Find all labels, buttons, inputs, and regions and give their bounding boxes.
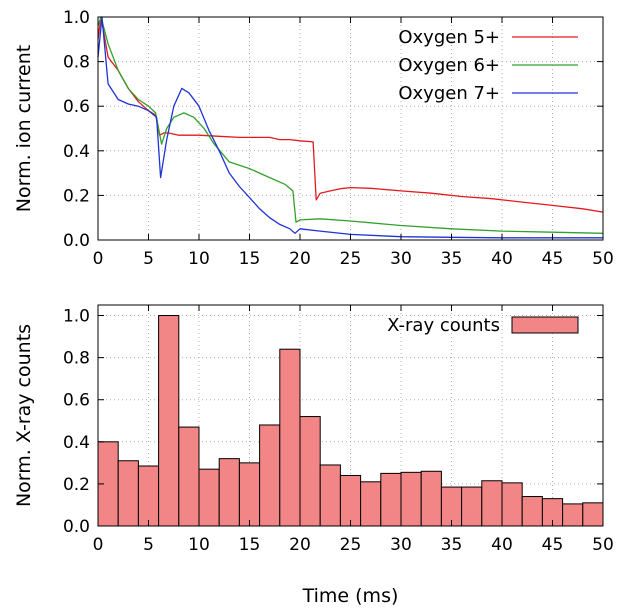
- ion-current-ticks: 0 5 10 15 20 25 30 35 40 45 50 0.0 0.2 0.4 0.6 0.8 1.0: [63, 8, 614, 269]
- ion-current-legend: Oxygen 5+ Oxygen 6+ Oxygen 7+: [398, 27, 578, 104]
- xray-bar: [380, 472, 402, 527]
- xray-bar: [238, 462, 261, 527]
- xray-bar: [582, 502, 604, 527]
- xray-bar: [339, 474, 362, 527]
- xray-x-tick-label: 5: [143, 535, 154, 555]
- xray-bar: [158, 315, 180, 527]
- ion-current-x-tick-label: 15: [239, 249, 261, 269]
- xray-x-tick-label: 20: [289, 535, 311, 555]
- ion-current-x-tick-label: 40: [491, 249, 513, 269]
- ion-current-x-tick-label: 5: [143, 249, 154, 269]
- ion-current-y-tick-label: 0.0: [63, 231, 90, 251]
- xray-bar: [481, 480, 503, 527]
- ion-current-x-tick-label: 0: [93, 249, 104, 269]
- xray-bar: [279, 348, 301, 527]
- ion-current-y-tick-label: 1.0: [63, 8, 90, 28]
- series-line-oxygen-7-: [97, 16, 603, 239]
- xray-bar: [198, 468, 220, 527]
- ion-current-gridlines: [98, 17, 603, 240]
- xray-y-tick-label: 0.8: [63, 349, 90, 369]
- xray-x-tick-label: 40: [491, 535, 513, 555]
- ion-current-x-tick-label: 20: [289, 249, 311, 269]
- xray-x-tick-label: 10: [188, 535, 210, 555]
- legend-label-x-ray-counts: X-ray counts: [387, 315, 500, 336]
- xray-bar: [420, 470, 442, 527]
- xray-bar: [117, 460, 139, 527]
- ion-current-y-tick-label: 0.8: [63, 53, 90, 73]
- xray-y-tick-label: 0.0: [63, 517, 90, 537]
- xray-x-tick-label: 30: [390, 535, 412, 555]
- legend-swatch-x-ray-counts: [511, 316, 579, 334]
- xray-bar: [562, 503, 584, 527]
- ion-current-frame: [97, 16, 604, 241]
- xray-legend: X-ray counts: [387, 315, 579, 336]
- xray-bar: [218, 458, 240, 527]
- ion-current-panel: 0 5 10 15 20 25 30 35 40 45 50 0.0 0.2 0.4 0.6 0.8 1.0 O…: [13, 8, 614, 269]
- xray-x-tick-label: 50: [592, 535, 614, 555]
- ion-current-x-tick-label: 25: [340, 249, 362, 269]
- xray-bar: [461, 486, 483, 527]
- xray-plot-area: [97, 315, 604, 527]
- xray-x-tick-label: 45: [542, 535, 564, 555]
- ion-current-y-tick-label: 0.4: [63, 142, 90, 162]
- xray-x-tick-label: 15: [239, 535, 261, 555]
- xray-y-axis-title: Norm. X-ray counts: [13, 324, 35, 507]
- xray-x-tick-label: 35: [441, 535, 463, 555]
- xray-bar: [178, 426, 200, 527]
- ion-current-y-tick-label: 0.2: [63, 186, 90, 206]
- series-line-oxygen-5-: [97, 16, 604, 213]
- xray-bar: [521, 496, 543, 527]
- ion-current-x-tick-label: 35: [441, 249, 463, 269]
- xray-bar: [360, 481, 382, 527]
- series-line-oxygen-6-: [97, 16, 604, 234]
- time-axis-title: Time (ms): [302, 585, 399, 607]
- ion-current-x-tick-label: 50: [592, 249, 614, 269]
- xray-bar: [319, 464, 341, 527]
- xray-bar: [299, 416, 321, 527]
- legend-label-oxygen-7-: Oxygen 7+: [398, 83, 500, 104]
- ion-current-x-tick-label: 10: [188, 249, 210, 269]
- xray-y-tick-label: 0.6: [63, 391, 90, 411]
- xray-x-tick-label: 25: [340, 535, 362, 555]
- xray-y-tick-label: 1.0: [63, 307, 90, 327]
- legend-label-oxygen-5-: Oxygen 5+: [398, 27, 500, 48]
- ion-current-plot-area: [97, 16, 604, 239]
- xray-ticks: 0 5 10 15 20 25 30 35 40 45 50 0.0 0.2 0.4 0.6 0.8 1.0: [63, 305, 614, 555]
- ion-current-x-tick-label: 45: [542, 249, 564, 269]
- ion-current-y-axis-title: Norm. ion current: [13, 45, 35, 212]
- xray-bar: [259, 424, 281, 527]
- xray-bar: [501, 482, 523, 527]
- xray-bar: [137, 465, 160, 527]
- xray-y-tick-label: 0.2: [63, 475, 90, 495]
- xray-bar: [400, 471, 422, 527]
- ion-current-y-tick-label: 0.6: [63, 97, 90, 117]
- xray-x-tick-label: 0: [93, 535, 104, 555]
- ion-current-x-tick-label: 30: [390, 249, 412, 269]
- xray-y-tick-label: 0.4: [63, 433, 90, 453]
- legend-label-oxygen-6-: Oxygen 6+: [398, 55, 500, 76]
- xray-panel: 0 5 10 15 20 25 30 35 40 45 50 0.0 0.2 0.4 0.6 0.8 1.0 X…: [13, 304, 614, 607]
